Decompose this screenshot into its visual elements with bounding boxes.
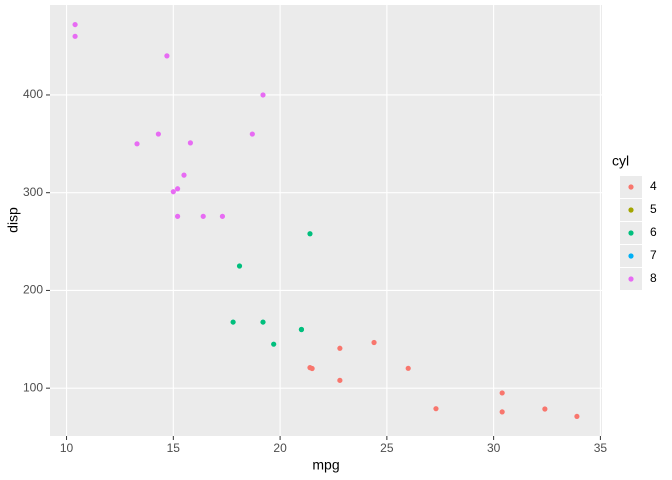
point xyxy=(574,413,580,420)
y-tick-label: 400 xyxy=(23,87,43,101)
x-axis-title: mpg xyxy=(312,457,339,473)
x-tick-label: 25 xyxy=(380,441,394,455)
point xyxy=(405,365,411,371)
point xyxy=(72,21,78,28)
x-tick-label: 30 xyxy=(487,441,501,455)
legend-title: cyl xyxy=(612,153,629,169)
point xyxy=(499,409,505,415)
point xyxy=(170,189,176,195)
point xyxy=(236,263,243,269)
y-axis-title: disp xyxy=(5,207,21,233)
legend-marker xyxy=(628,207,634,213)
point xyxy=(181,172,187,178)
point xyxy=(499,390,505,396)
point xyxy=(200,213,206,219)
legend-label: 4 xyxy=(650,179,657,193)
point xyxy=(337,345,343,351)
x-tick-label: 35 xyxy=(594,441,608,455)
x-tick-label: 10 xyxy=(60,441,74,455)
legend-marker xyxy=(628,184,634,190)
legend-marker xyxy=(628,276,634,282)
legend-label: 8 xyxy=(650,271,657,285)
point xyxy=(260,319,266,325)
point xyxy=(72,33,78,39)
point xyxy=(307,365,313,371)
x-tick-label: 20 xyxy=(273,441,287,455)
point xyxy=(174,213,181,219)
point xyxy=(187,140,194,146)
point xyxy=(337,377,343,383)
panel-background xyxy=(50,5,602,436)
point xyxy=(371,339,377,346)
point xyxy=(271,341,277,347)
point xyxy=(260,92,266,98)
y-tick-label: 300 xyxy=(23,185,43,199)
point xyxy=(155,131,161,137)
x-tick-label: 15 xyxy=(167,441,181,455)
y-tick-label: 100 xyxy=(23,380,43,394)
point xyxy=(433,406,439,412)
y-tick-label: 200 xyxy=(23,283,43,297)
point xyxy=(307,231,313,237)
point xyxy=(174,186,181,192)
point xyxy=(298,326,305,333)
legend-label: 5 xyxy=(650,202,657,216)
point xyxy=(134,141,140,147)
legend-marker xyxy=(628,230,634,236)
point xyxy=(230,319,236,325)
point xyxy=(219,213,226,219)
legend-label: 6 xyxy=(650,225,657,239)
legend-label: 7 xyxy=(650,248,657,262)
point xyxy=(164,53,170,59)
legend-marker xyxy=(628,253,634,259)
point xyxy=(249,131,255,137)
point xyxy=(542,406,548,412)
